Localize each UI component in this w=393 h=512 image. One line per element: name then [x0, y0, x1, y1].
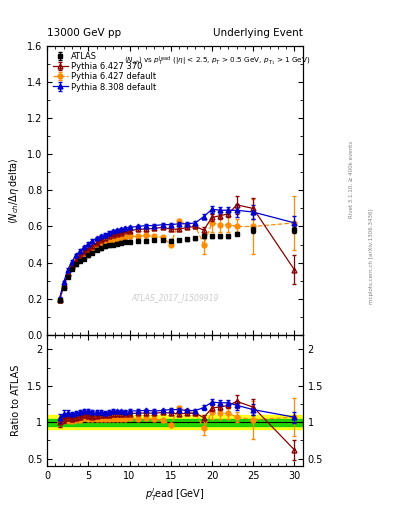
Text: Underlying Event: Underlying Event [213, 28, 303, 38]
Bar [47, 415, 303, 430]
Text: mcplots.cern.ch [arXiv:1306.3436]: mcplots.cern.ch [arXiv:1306.3436] [369, 208, 374, 304]
Legend: ATLAS, Pythia 6.427 370, Pythia 6.427 default, Pythia 8.308 default: ATLAS, Pythia 6.427 370, Pythia 6.427 de… [50, 50, 159, 94]
Bar [47, 418, 303, 426]
Text: ATLAS_2017_I1509919: ATLAS_2017_I1509919 [131, 293, 219, 302]
Text: Rivet 3.1.10, ≥ 400k events: Rivet 3.1.10, ≥ 400k events [349, 141, 354, 218]
Text: 13000 GeV pp: 13000 GeV pp [47, 28, 121, 38]
Text: $\langle N_{ch}\rangle$ vs $p_T^{\rm lead}$ ($|\eta|$ < 2.5, $p_T$ > 0.5 GeV, $p: $\langle N_{ch}\rangle$ vs $p_T^{\rm lea… [124, 55, 310, 68]
Y-axis label: $\langle N_{ch}/\Delta\eta\,\mathrm{delta}\rangle$: $\langle N_{ch}/\Delta\eta\,\mathrm{delt… [7, 157, 21, 224]
Y-axis label: Ratio to ATLAS: Ratio to ATLAS [11, 365, 21, 436]
X-axis label: $p_T^l\!$ead [GeV]: $p_T^l\!$ead [GeV] [145, 486, 205, 503]
